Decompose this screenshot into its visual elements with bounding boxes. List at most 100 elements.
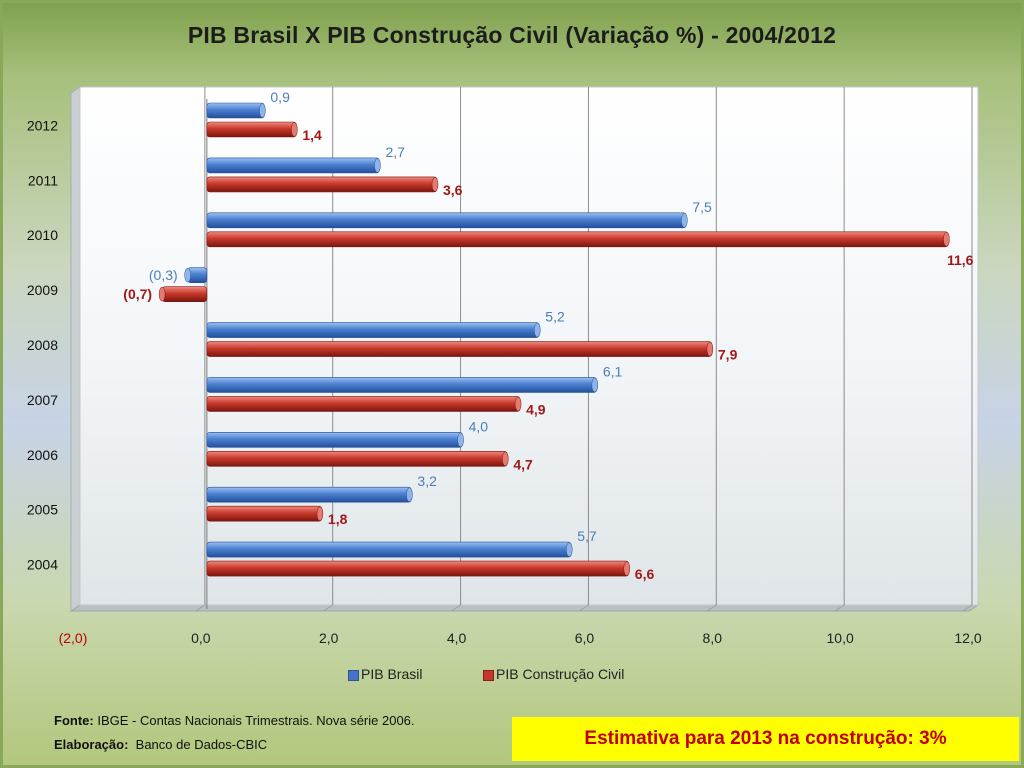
data-label-pib-brasil-2010: 7,5 xyxy=(692,199,712,215)
bar-pib-brasil-2006-body xyxy=(206,432,463,448)
legend-swatch-pib-construcao xyxy=(483,670,494,681)
bar-pib-brasil-2012 xyxy=(206,102,266,119)
y-tick-label: 2006 xyxy=(27,447,58,463)
bar-pib-construcao-civil-2005-cap xyxy=(316,506,324,521)
elaboration-line: Elaboração: Banco de Dados-CBIC xyxy=(54,733,415,757)
bar-pib-construcao-civil-2012-body xyxy=(206,121,297,138)
bar-pib-brasil-2011-cap xyxy=(374,158,381,173)
source-text: IBGE - Contas Nacionais Trimestrais. Nov… xyxy=(97,713,415,728)
bar-pib-construcao-civil-2005 xyxy=(206,505,324,522)
bar-pib-brasil-2012-cap xyxy=(259,103,266,118)
x-tick-label: 2,0 xyxy=(319,630,339,646)
bar-pib-brasil-2005-body xyxy=(206,486,412,503)
estimate-callout: Estimativa para 2013 na construção: 3% xyxy=(512,717,1019,761)
bar-pib-construcao-civil-2012 xyxy=(206,121,298,138)
chart-title: PIB Brasil X PIB Construção Civil (Varia… xyxy=(187,22,837,48)
x-tick-label: 4,0 xyxy=(447,630,467,646)
bar-pib-brasil-2008-cap xyxy=(534,322,541,338)
bar-pib-brasil-2007 xyxy=(206,377,599,393)
y-tick-label: 2012 xyxy=(27,117,58,133)
gridline-floor xyxy=(451,604,461,612)
bar-pib-construcao-civil-2012-cap xyxy=(291,122,298,137)
legend-swatch-pib-brasil xyxy=(348,670,359,681)
bar-pib-construcao-civil-2004 xyxy=(206,560,631,577)
data-label-pib-construcao-civil-2009: (0,7) xyxy=(123,286,152,302)
bar-pib-brasil-2009-cap xyxy=(184,267,191,283)
y-tick-label: 2010 xyxy=(27,227,58,243)
y-tick-label: 2004 xyxy=(27,557,58,573)
gridline-floor xyxy=(962,604,973,612)
x-tick-label: 6,0 xyxy=(575,630,595,646)
source-label: Fonte: xyxy=(54,713,94,728)
data-label-pib-brasil-2007: 6,1 xyxy=(603,363,623,379)
bar-pib-brasil-2009 xyxy=(184,267,208,283)
x-tick-label: 10,0 xyxy=(827,630,854,646)
bar-pib-construcao-civil-2011 xyxy=(206,176,439,193)
data-label-pib-brasil-2004: 5,7 xyxy=(577,528,597,544)
x-tick-label: 8,0 xyxy=(703,630,723,646)
bar-pib-brasil-2004-cap xyxy=(566,542,573,557)
bar-pib-construcao-civil-2004-cap xyxy=(623,561,631,576)
source-line: Fonte: IBGE - Contas Nacionais Trimestra… xyxy=(54,709,415,733)
y-tick-label: 2009 xyxy=(27,282,58,298)
data-label-pib-brasil-2006: 4,0 xyxy=(469,418,489,434)
bar-pib-brasil-2007-body xyxy=(206,377,598,393)
data-label-pib-construcao-civil-2010: 11,6 xyxy=(947,252,974,268)
y-tick-label: 2008 xyxy=(27,337,58,353)
bar-pib-brasil-2006-cap xyxy=(457,432,464,448)
data-label-pib-construcao-civil-2008: 7,9 xyxy=(718,347,738,363)
bar-pib-construcao-civil-2009-cap xyxy=(158,286,166,302)
bar-pib-construcao-civil-2006-cap xyxy=(502,451,509,467)
bar-pib-brasil-2010-body xyxy=(206,212,687,229)
x-tick-label: 12,0 xyxy=(954,630,981,646)
data-label-pib-construcao-civil-2004: 6,6 xyxy=(635,566,655,582)
bar-pib-brasil-2006 xyxy=(206,432,464,448)
data-label-pib-construcao-civil-2006: 4,7 xyxy=(513,456,533,472)
bar-pib-brasil-2007-cap xyxy=(591,377,599,393)
bar-pib-brasil-2010 xyxy=(206,212,688,229)
data-label-pib-brasil-2008: 5,2 xyxy=(545,309,565,325)
bar-pib-brasil-2008 xyxy=(206,322,541,338)
data-label-pib-construcao-civil-2012: 1,4 xyxy=(302,127,322,143)
bar-pib-brasil-2004 xyxy=(206,541,573,558)
bar-pib-construcao-civil-2009 xyxy=(158,286,208,302)
plot-side-wall xyxy=(70,86,81,612)
data-label-pib-brasil-2012: 0,9 xyxy=(270,89,290,105)
bar-pib-brasil-2004-body xyxy=(206,541,572,558)
bar-pib-brasil-2011-body xyxy=(206,157,380,174)
bar-pib-construcao-civil-2008-body xyxy=(206,341,713,357)
y-tick-label: 2007 xyxy=(27,392,58,408)
gridline-floor xyxy=(834,604,845,612)
bar-pib-brasil-2011 xyxy=(206,157,381,174)
bar-pib-brasil-2005-cap xyxy=(406,487,413,502)
bar-pib-construcao-civil-2008-cap xyxy=(706,341,714,357)
y-tick-label: 2011 xyxy=(28,172,58,188)
bar-pib-construcao-civil-2010 xyxy=(206,231,950,248)
bar-pib-brasil-2012-body xyxy=(206,102,265,119)
data-label-pib-brasil-2009: (0,3) xyxy=(149,267,178,283)
gridline-floor xyxy=(323,604,333,612)
bar-pib-construcao-civil-2006 xyxy=(206,451,509,467)
bar-pib-brasil-2005 xyxy=(206,486,413,503)
bar-pib-construcao-civil-2007-body xyxy=(206,396,521,412)
gridline-floor xyxy=(707,604,717,612)
data-label-pib-construcao-civil-2007: 4,9 xyxy=(526,401,546,417)
bar-pib-construcao-civil-2006-body xyxy=(206,451,508,467)
x-tick-label: (2,0) xyxy=(59,630,88,646)
bar-pib-construcao-civil-2004-body xyxy=(206,560,630,577)
data-label-pib-construcao-civil-2005: 1,8 xyxy=(328,511,348,527)
bar-pib-brasil-2008-body xyxy=(206,322,540,338)
elaboration-label: Elaboração: xyxy=(54,737,129,752)
x-tick-label: 0,0 xyxy=(191,630,211,646)
bar-pib-brasil-2010-cap xyxy=(681,213,688,228)
bar-pib-construcao-civil-2009-body xyxy=(161,286,208,302)
bar-pib-construcao-civil-2011-body xyxy=(206,176,438,193)
legend-label-pib-brasil: PIB Brasil xyxy=(361,666,423,682)
bar-pib-construcao-civil-2008 xyxy=(206,341,714,357)
bar-pib-construcao-civil-2005-body xyxy=(206,505,323,522)
source-note: Fonte: IBGE - Contas Nacionais Trimestra… xyxy=(54,709,415,757)
legend-label-pib-construcao: PIB Construção Civil xyxy=(496,666,625,682)
bar-pib-construcao-civil-2010-body xyxy=(206,231,949,248)
data-label-pib-construcao-civil-2011: 3,6 xyxy=(443,182,463,198)
